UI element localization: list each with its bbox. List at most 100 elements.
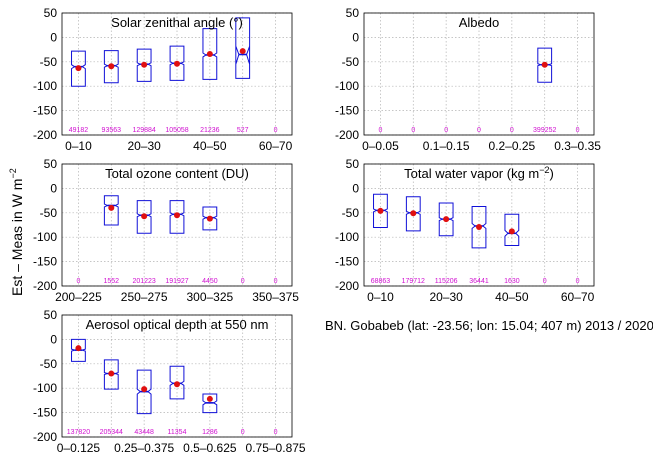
box-4 — [471, 205, 487, 249]
y-tick-label: -50 — [40, 55, 58, 69]
y-tick-label: -200 — [33, 128, 57, 142]
box-5 — [202, 393, 218, 414]
count-label: 21236 — [200, 127, 220, 134]
box-3 — [136, 200, 152, 234]
mean-marker — [141, 386, 148, 393]
y-tick-label: 0 — [50, 30, 57, 44]
count-label: 201223 — [132, 278, 155, 285]
y-tick-label: 50 — [44, 157, 58, 171]
plot-frame — [61, 314, 293, 438]
y-tick-label: -50 — [342, 55, 360, 69]
box-3 — [438, 202, 454, 237]
count-label: 0 — [411, 127, 415, 134]
x-tick-label: 20–30 — [127, 139, 161, 153]
x-tick-label: 0–0.125 — [57, 441, 101, 454]
plot-frame — [363, 12, 595, 136]
count-label: 1286 — [202, 429, 218, 436]
panel-title-exponent: −2 — [539, 165, 549, 175]
mean-marker — [75, 345, 82, 352]
count-label: 11354 — [168, 429, 187, 436]
y-tick-label: -100 — [335, 230, 359, 244]
count-label: 115206 — [435, 278, 458, 285]
count-label: 179712 — [402, 278, 425, 285]
y-tick-label: -100 — [33, 230, 57, 244]
plot-frame — [61, 12, 293, 136]
count-label: 36441 — [469, 278, 489, 285]
x-tick-label: 200–225 — [55, 290, 102, 304]
box-4 — [169, 200, 185, 234]
box-3 — [136, 48, 152, 82]
panel-title-text: Albedo — [459, 15, 499, 30]
x-tick-label: 0–0.05 — [362, 139, 399, 153]
plot-frame — [363, 163, 595, 287]
chart-panel-4: 50 0 -50 -100 -150 -200 0–10 20–30 40–50 60–70 688… — [335, 157, 595, 304]
y-axis-label: Est – Meas in W m−2 — [8, 168, 25, 296]
count-label: 527 — [237, 127, 249, 134]
x-tick-label: 0–10 — [65, 139, 92, 153]
y-tick-label: 50 — [44, 6, 58, 20]
count-label: 0 — [241, 429, 245, 436]
y-tick-label: -200 — [335, 279, 359, 293]
mean-marker — [141, 61, 148, 68]
box-4 — [169, 365, 185, 400]
count-label: 0 — [543, 278, 547, 285]
y-tick-label: -100 — [33, 79, 57, 93]
mean-marker — [206, 395, 213, 402]
count-label: 49182 — [69, 127, 89, 134]
mean-marker — [141, 213, 148, 220]
mean-marker — [108, 63, 115, 70]
x-tick-label: 40–50 — [495, 290, 529, 304]
panel-title-text: Aerosol optical depth at 550 nm — [86, 317, 269, 332]
y-tick-label: -50 — [40, 357, 58, 371]
panel-title: Total ozone content (DU) — [105, 166, 249, 181]
y-tick-label: 50 — [44, 308, 58, 322]
y-axis-label-exponent: −2 — [8, 168, 18, 178]
count-label: 0 — [241, 278, 245, 285]
x-tick-label: 250–275 — [121, 290, 168, 304]
panel-title-end: ) — [550, 166, 554, 181]
panel-title: Solar zenithal angle (°) — [111, 15, 243, 30]
y-tick-label: -100 — [33, 381, 57, 395]
x-tick-label: 0.5–0.625 — [183, 441, 237, 454]
x-tick-label: 0.75–0.875 — [246, 441, 306, 454]
count-label: 1630 — [504, 278, 520, 285]
x-tick-label: 0.3–0.35 — [554, 139, 601, 153]
mean-marker — [206, 215, 213, 222]
x-tick-label: 60–70 — [561, 290, 595, 304]
box-5 — [202, 206, 218, 231]
y-tick-label: -200 — [33, 279, 57, 293]
panel-title: Total water vapor (kg m−2) — [404, 165, 554, 181]
y-axis-label-text: Est – Meas in W m — [9, 179, 25, 296]
box-5 — [504, 213, 520, 246]
y-tick-label: -200 — [335, 128, 359, 142]
y-tick-label: -200 — [33, 430, 57, 444]
mean-marker — [206, 50, 213, 57]
y-tick-label: -150 — [335, 255, 359, 269]
count-label: 0 — [76, 278, 80, 285]
x-tick-label: 0.1–0.15 — [423, 139, 470, 153]
mean-marker — [410, 210, 417, 217]
count-label: 93563 — [102, 127, 122, 134]
count-label: 0 — [274, 278, 278, 285]
box-4 — [169, 45, 185, 81]
panel-title: Aerosol optical depth at 550 nm — [86, 317, 269, 332]
y-tick-label: -150 — [335, 104, 359, 118]
y-tick-label: -150 — [33, 406, 57, 420]
mean-marker — [75, 65, 82, 72]
mean-marker — [476, 223, 482, 230]
station-label: BN. Gobabeb (lat: -23.56; lon: 15.04; 40… — [325, 318, 653, 333]
count-label: 68863 — [371, 278, 391, 285]
chart-panel-1: 50 0 -50 -100 -150 -200 0–10 20–30 40–50 60–70 491… — [33, 6, 293, 153]
box-1 — [373, 193, 388, 228]
count-label: 0 — [576, 278, 580, 285]
count-label: 399252 — [533, 127, 556, 134]
x-tick-label: 350–375 — [252, 290, 299, 304]
y-tick-label: 50 — [346, 157, 360, 171]
mean-marker — [541, 61, 548, 68]
y-tick-label: 0 — [50, 332, 57, 346]
count-label: 0 — [576, 127, 580, 134]
count-label: 205344 — [100, 429, 123, 436]
